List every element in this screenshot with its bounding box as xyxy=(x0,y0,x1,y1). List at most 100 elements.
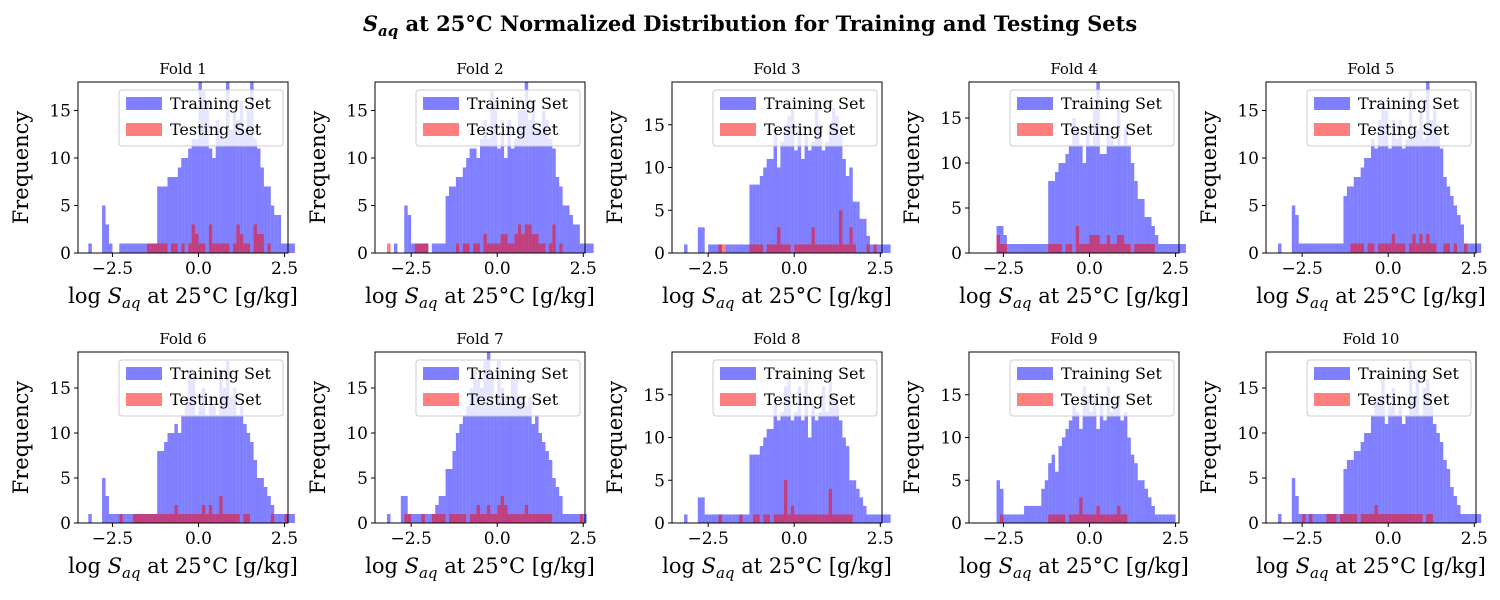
y-tick-label: 5 xyxy=(1248,469,1259,489)
x-axis-label-sub: aq xyxy=(122,294,141,312)
testing-bar xyxy=(1079,244,1083,253)
y-axis-label: Frequency xyxy=(900,111,924,225)
y-tick-label: 10 xyxy=(643,429,665,449)
x-axis-label-suffix: at 25°C [g/kg] xyxy=(1329,554,1486,578)
training-bar xyxy=(455,177,460,253)
testing-bar xyxy=(1117,235,1121,253)
training-bar xyxy=(1075,411,1080,523)
training-bar xyxy=(1175,244,1179,253)
training-bar xyxy=(239,101,244,253)
testing-bar xyxy=(236,514,240,523)
training-bar xyxy=(749,454,753,523)
testing-bar xyxy=(524,505,529,523)
panel-8: −2.5 0.0 2.5 0 5 10 15 Fold 8 Frequency log Saq a… xyxy=(603,330,894,582)
testing-bar xyxy=(999,244,1004,253)
legend-label-training: Training Set xyxy=(764,364,865,383)
training-bar xyxy=(814,107,819,254)
training-bar xyxy=(1048,181,1052,253)
testing-bar xyxy=(404,514,408,523)
legend-swatch-training xyxy=(1314,367,1350,380)
training-bar xyxy=(195,415,199,523)
training-bar xyxy=(807,150,812,253)
legend-swatch-training xyxy=(720,97,756,110)
testing-bar xyxy=(535,514,539,523)
training-bar xyxy=(1371,415,1375,523)
legend-label-testing: Testing Set xyxy=(1358,120,1450,139)
training-bar xyxy=(1422,388,1427,523)
testing-bar xyxy=(188,243,192,253)
testing-bar xyxy=(1384,243,1389,253)
training-bar xyxy=(1374,148,1378,253)
training-bar xyxy=(1398,120,1402,253)
training-bar xyxy=(1357,451,1361,523)
training-bar xyxy=(139,243,144,253)
training-bar xyxy=(1013,514,1018,523)
training-bar xyxy=(174,424,178,523)
testing-bar xyxy=(773,244,777,253)
y-tick-label: 10 xyxy=(1237,424,1259,444)
y-axis-label: Frequency xyxy=(306,381,330,495)
testing-bar xyxy=(1051,514,1056,523)
testing-bar xyxy=(191,514,196,523)
training-bar xyxy=(1457,215,1461,253)
training-bar xyxy=(535,129,539,253)
training-bar xyxy=(1377,120,1382,253)
testing-bar xyxy=(1072,514,1076,523)
testing-bar xyxy=(462,243,467,253)
testing-bar xyxy=(1148,244,1152,253)
testing-bar xyxy=(1302,514,1306,523)
training-bar xyxy=(243,424,247,523)
training-bar xyxy=(1130,163,1135,253)
training-bar xyxy=(1041,488,1045,523)
training-bar xyxy=(566,205,570,253)
testing-bar xyxy=(222,514,227,523)
testing-bar xyxy=(153,514,158,523)
training-bar xyxy=(1360,442,1365,523)
training-bar xyxy=(728,514,733,523)
training-bar xyxy=(562,205,567,253)
testing-bar xyxy=(497,505,501,523)
training-bar xyxy=(246,433,251,523)
testing-bar xyxy=(1429,514,1433,523)
testing-bar xyxy=(1346,514,1351,523)
testing-bar xyxy=(267,243,271,253)
testing-bar xyxy=(504,234,508,253)
training-bar xyxy=(215,415,220,523)
training-bar xyxy=(459,177,463,253)
training-bar xyxy=(766,158,771,253)
training-bar xyxy=(483,361,487,523)
panel-1: −2.5 0.0 2.5 0 5 10 15 Fold 1 Frequency log Saq a… xyxy=(9,60,298,312)
testing-bar xyxy=(818,244,822,253)
testing-bar xyxy=(794,244,798,253)
testing-bar xyxy=(763,514,767,523)
training-bar xyxy=(1467,514,1471,523)
training-bar xyxy=(1110,136,1114,253)
training-bar xyxy=(780,411,784,523)
testing-bar xyxy=(548,243,553,253)
training-bar xyxy=(122,243,127,253)
panel-3: −2.5 0.0 2.5 0 5 10 15 Fold 3 Frequency log Saq a… xyxy=(603,60,894,312)
training-bar xyxy=(493,101,498,253)
testing-bar xyxy=(787,244,791,253)
training-bar xyxy=(773,133,777,253)
training-bar xyxy=(229,397,233,523)
testing-bar xyxy=(521,514,525,523)
training-bar xyxy=(999,226,1004,253)
testing-bar xyxy=(835,244,839,253)
training-bar xyxy=(288,243,292,253)
testing-bar xyxy=(845,244,850,253)
training-bar xyxy=(1364,433,1368,523)
panel-5: −2.5 0.0 2.5 0 5 10 15 Fold 5 Frequency log Saq a… xyxy=(1197,60,1488,312)
training-bar xyxy=(1439,148,1444,253)
training-bar xyxy=(739,244,743,253)
training-bar xyxy=(1089,145,1093,253)
training-bar xyxy=(586,243,591,253)
y-tick-label: 15 xyxy=(940,109,962,129)
testing-bar xyxy=(1096,505,1100,523)
testing-bar xyxy=(1360,514,1365,523)
training-bar xyxy=(704,514,709,523)
testing-bar xyxy=(996,235,1000,253)
panel-title: Fold 3 xyxy=(753,60,800,78)
testing-bar xyxy=(752,514,757,523)
x-tick-label: −2.5 xyxy=(391,259,432,279)
